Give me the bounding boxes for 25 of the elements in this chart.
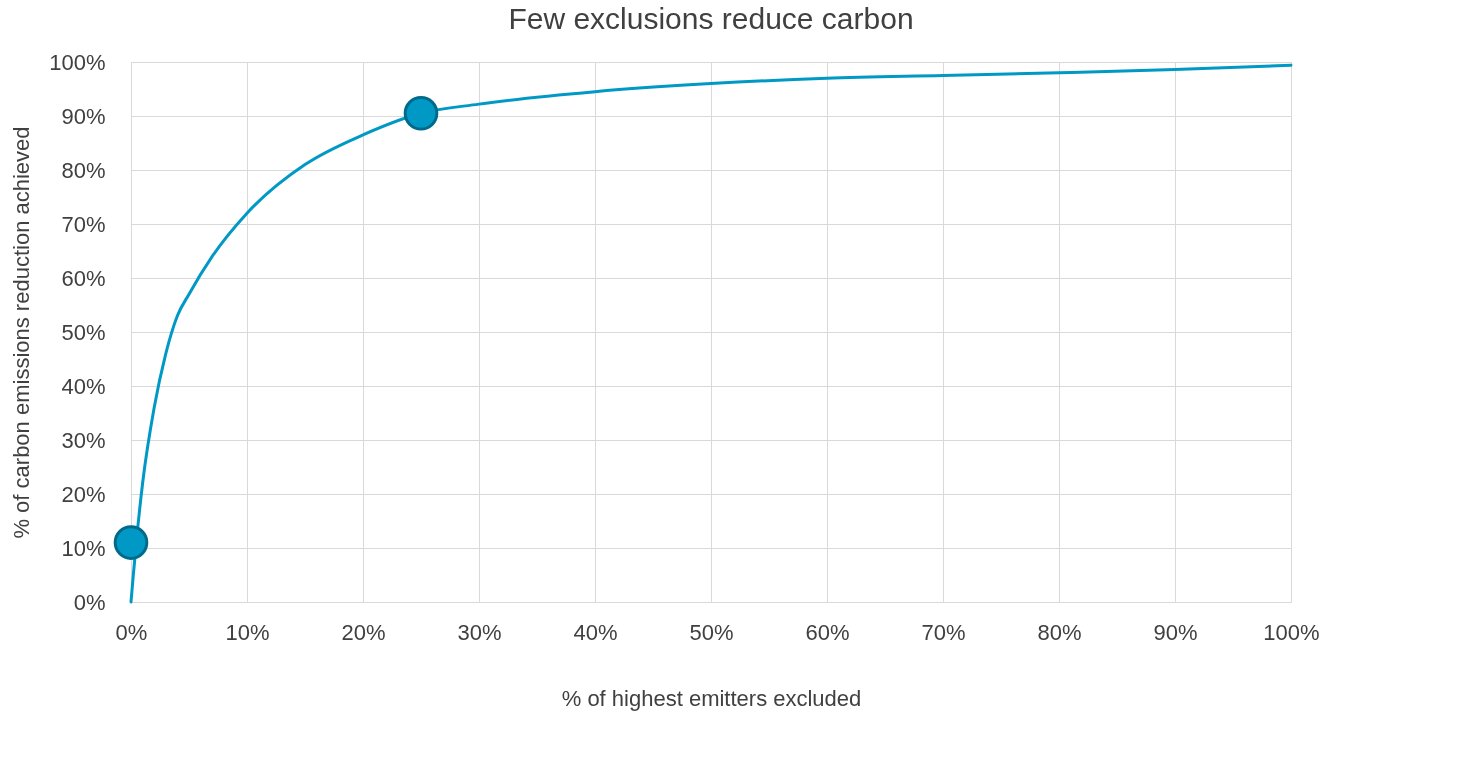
y-tick-label: 30%	[61, 427, 106, 453]
y-tick-label: 40%	[61, 373, 106, 399]
x-tick-label: 80%	[1037, 619, 1082, 645]
y-tick-label: 50%	[61, 319, 106, 345]
y-tick-label: 0%	[73, 589, 106, 615]
x-tick-label: 70%	[921, 619, 966, 645]
x-tick-label: 10%	[225, 619, 270, 645]
y-tick-label: 70%	[61, 211, 106, 237]
x-tick-label: 50%	[689, 619, 734, 645]
y-tick-label: 80%	[61, 157, 106, 183]
x-tick-label: 20%	[341, 619, 386, 645]
chart-title: Few exclusions reduce carbon	[508, 2, 914, 35]
x-tick-label: 0%	[115, 619, 148, 645]
y-tick-label: 20%	[61, 481, 106, 507]
x-tick-label: 60%	[805, 619, 850, 645]
x-tick-label: 40%	[573, 619, 618, 645]
y-tick-label: 10%	[61, 535, 106, 561]
x-axis-title: % of highest emitters excluded	[561, 685, 862, 711]
y-tick-label: 90%	[61, 103, 106, 129]
y-tick-label: 60%	[61, 265, 106, 291]
y-axis-title: % of carbon emissions reduction achieved	[9, 126, 35, 539]
x-tick-label: 30%	[457, 619, 502, 645]
y-tick-label: 100%	[49, 49, 106, 75]
x-tick-label: 90%	[1153, 619, 1198, 645]
x-tick-label: 100%	[1263, 619, 1320, 645]
